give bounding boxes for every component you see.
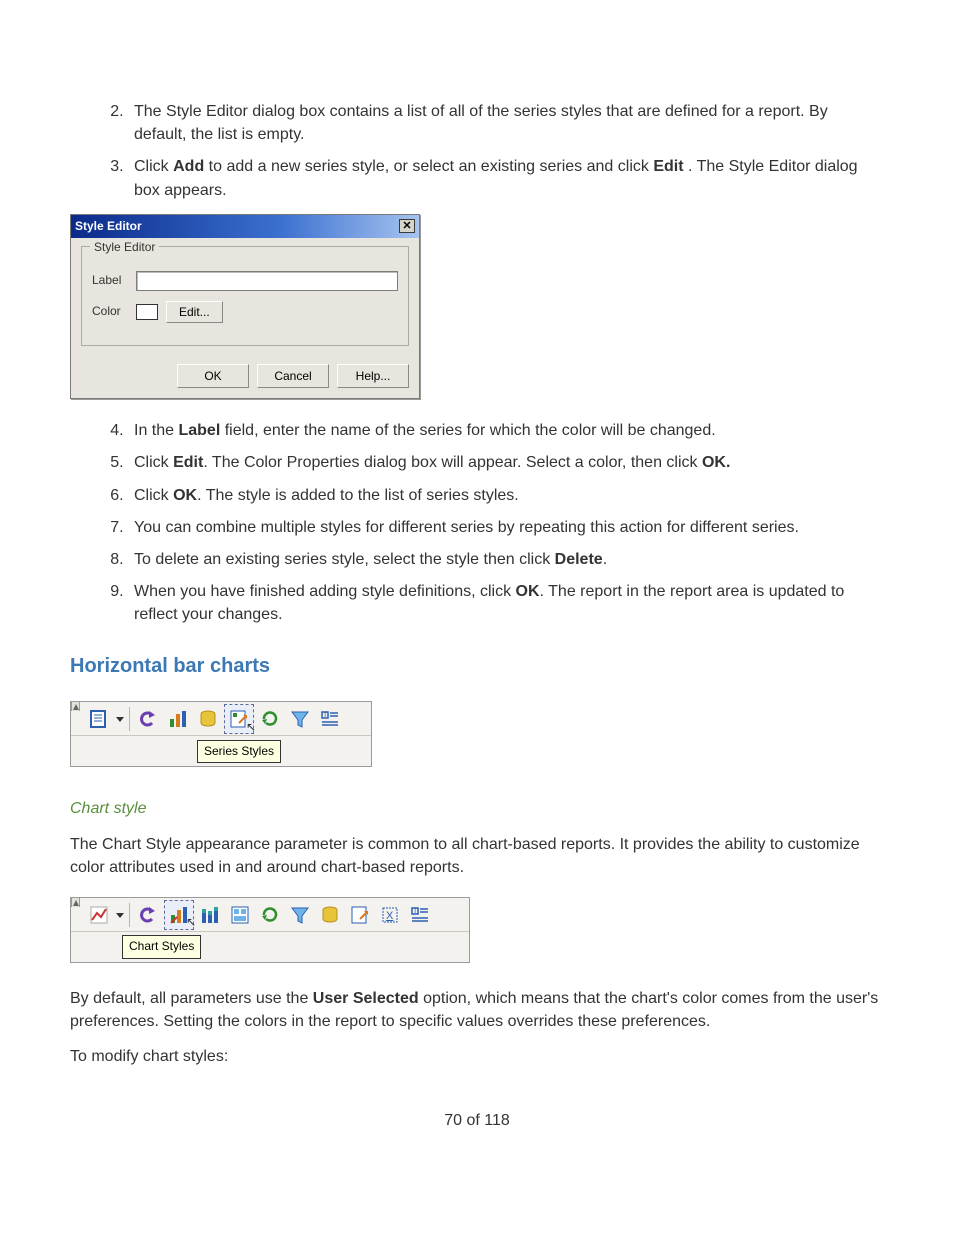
undo-icon[interactable] xyxy=(134,705,162,733)
dialog-titlebar: Style Editor ✕ xyxy=(71,215,419,238)
report-icon[interactable] xyxy=(85,705,113,733)
svg-text:X: X xyxy=(386,910,394,922)
x-axis-icon[interactable]: X xyxy=(376,901,404,929)
label-input[interactable] xyxy=(136,271,398,291)
page-number: 70 of 118 xyxy=(70,1109,884,1132)
chart-styles-button[interactable]: ↖ xyxy=(164,900,194,930)
list-item: You can combine multiple styles for diff… xyxy=(128,516,884,539)
database-icon[interactable] xyxy=(316,901,344,929)
user-selected-paragraph: By default, all parameters use the User … xyxy=(70,987,884,1033)
filter-icon[interactable] xyxy=(286,901,314,929)
dialog-title: Style Editor xyxy=(75,218,142,235)
style-editor-dialog: Style Editor ✕ Style Editor Label Color … xyxy=(70,214,420,399)
label-row: Label xyxy=(92,271,398,291)
close-button[interactable]: ✕ xyxy=(399,219,415,233)
undo-icon[interactable] xyxy=(134,901,162,929)
toolbar-chart-styles: ↖ X T Chart Styles xyxy=(70,897,470,963)
text-list-icon[interactable]: T xyxy=(316,705,344,733)
numbered-list-top: The Style Editor dialog box contains a l… xyxy=(128,100,884,202)
svg-text:T: T xyxy=(323,712,328,719)
cancel-button[interactable]: Cancel xyxy=(257,364,329,388)
numbered-list-bottom: In the Label field, enter the name of th… xyxy=(128,419,884,626)
tooltip-row: Series Styles xyxy=(71,736,371,766)
dropdown-icon[interactable] xyxy=(115,715,125,723)
svg-text:T: T xyxy=(413,908,418,915)
list-item: The Style Editor dialog box contains a l… xyxy=(128,100,884,146)
label-field-label: Label xyxy=(92,272,128,289)
text-list-icon[interactable]: T xyxy=(406,901,434,929)
list-item: In the Label field, enter the name of th… xyxy=(128,419,884,442)
refresh-icon[interactable] xyxy=(256,901,284,929)
close-icon: ✕ xyxy=(402,221,411,232)
toolbar-grip-icon xyxy=(71,701,80,711)
chart-style-description: The Chart Style appearance parameter is … xyxy=(70,833,884,879)
modify-chart-styles-intro: To modify chart styles: xyxy=(70,1045,884,1068)
dropdown-icon[interactable] xyxy=(115,911,125,919)
edit-doc-icon[interactable] xyxy=(346,901,374,929)
toolbar-row: ↖ T xyxy=(71,702,371,736)
list-item: Click Add to add a new series style, or … xyxy=(128,155,884,201)
list-item: Click Edit. The Color Properties dialog … xyxy=(128,451,884,474)
color-field-label: Color xyxy=(92,303,128,320)
list-item: When you have finished adding style defi… xyxy=(128,580,884,626)
color-swatch xyxy=(136,304,158,320)
separator-icon xyxy=(129,903,130,927)
chart-styles-tooltip: Chart Styles xyxy=(122,935,201,958)
toolbar-grip-icon xyxy=(71,897,80,907)
refresh-icon[interactable] xyxy=(256,705,284,733)
text-bold: User Selected xyxy=(313,990,419,1007)
edit-color-button[interactable]: Edit... xyxy=(166,301,223,323)
layout-icon[interactable] xyxy=(226,901,254,929)
style-editor-fieldset: Style Editor Label Color Edit... xyxy=(81,246,409,346)
series-styles-tooltip: Series Styles xyxy=(197,740,281,763)
cursor-icon: ↖ xyxy=(246,719,256,736)
text-pre: By default, all parameters use the xyxy=(70,990,313,1007)
dialog-body: Style Editor Label Color Edit... xyxy=(71,238,419,364)
stacked-bar-icon[interactable] xyxy=(196,901,224,929)
database-icon[interactable] xyxy=(194,705,222,733)
dialog-button-row: OK Cancel Help... xyxy=(71,364,419,398)
toolbar-series-styles: ↖ T Series Styles xyxy=(70,701,372,767)
help-button[interactable]: Help... xyxy=(337,364,409,388)
list-item: To delete an existing series style, sele… xyxy=(128,548,884,571)
heading-horizontal-bar-charts: Horizontal bar charts xyxy=(70,652,884,681)
tooltip-row-2: Chart Styles xyxy=(71,932,469,962)
bar-chart-icon[interactable] xyxy=(164,705,192,733)
fieldset-legend: Style Editor xyxy=(90,239,159,256)
filter-icon[interactable] xyxy=(286,705,314,733)
separator-icon xyxy=(129,707,130,731)
heading-chart-style: Chart style xyxy=(70,797,884,820)
cursor-icon: ↖ xyxy=(186,914,196,931)
line-chart-icon[interactable] xyxy=(85,901,113,929)
toolbar-row-2: ↖ X T xyxy=(71,898,469,932)
color-row: Color Edit... xyxy=(92,301,398,323)
series-styles-button[interactable]: ↖ xyxy=(224,704,254,734)
ok-button[interactable]: OK xyxy=(177,364,249,388)
list-item: Click OK. The style is added to the list… xyxy=(128,484,884,507)
